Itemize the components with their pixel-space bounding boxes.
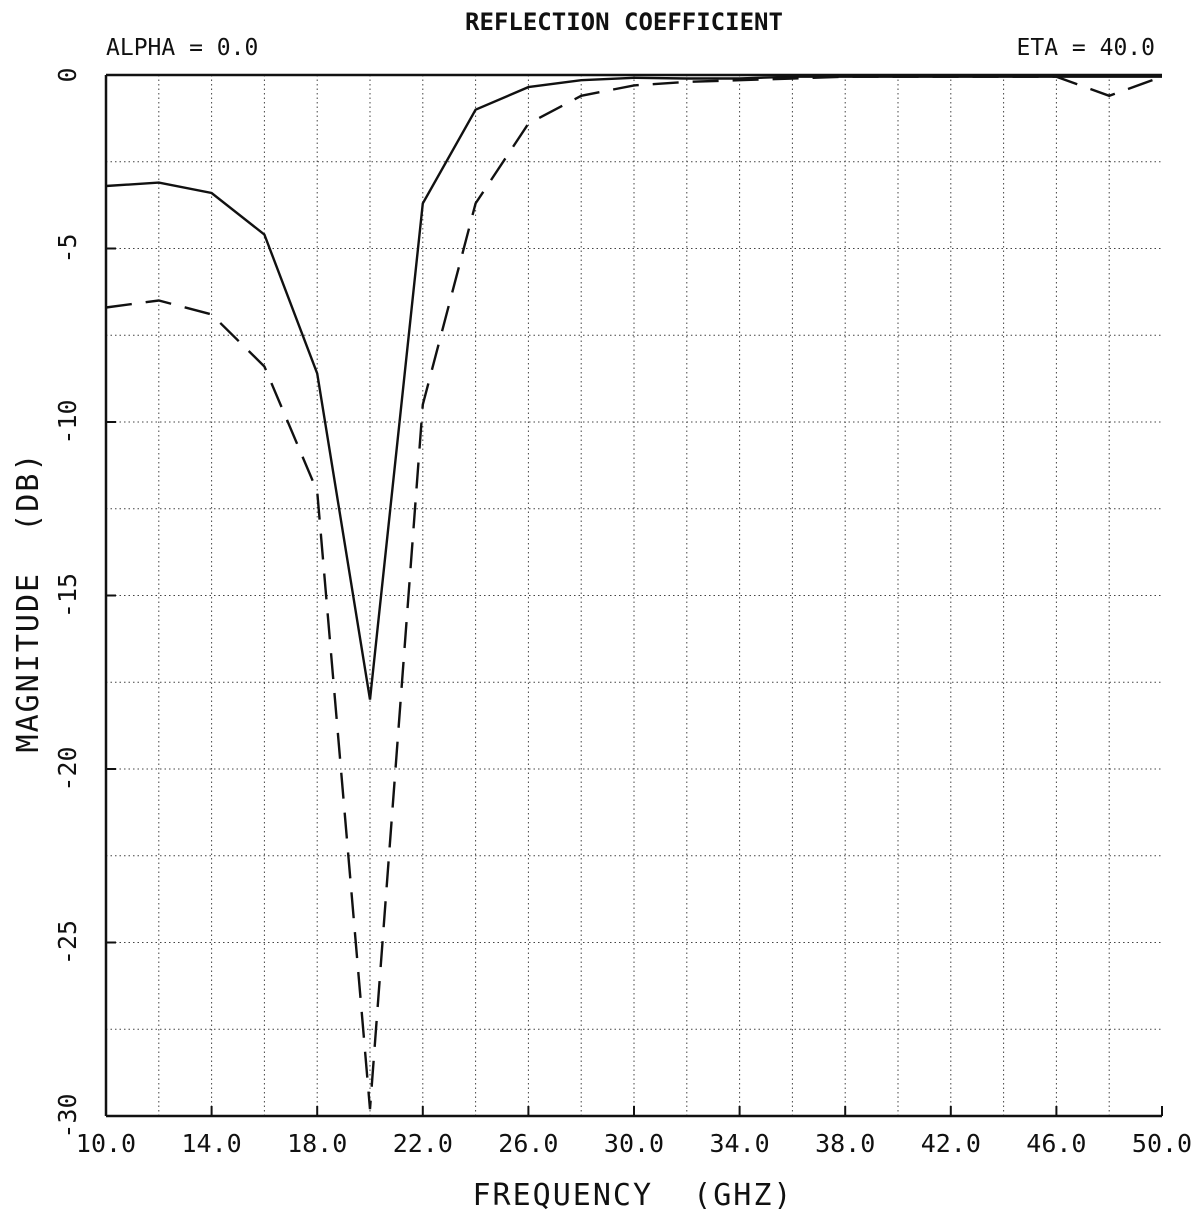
x-tick-label: 30.0 (604, 1129, 664, 1158)
x-tick-label: 46.0 (1026, 1129, 1086, 1158)
y-tick-label: -10 (53, 399, 82, 444)
alpha-note: ALPHA = 0.0 (106, 35, 258, 61)
x-tick-label: 42.0 (921, 1129, 981, 1158)
x-tick-label: 18.0 (287, 1129, 347, 1158)
grid (106, 75, 1162, 1116)
y-tick-label: 0 (53, 67, 82, 82)
dashed-series-line (105, 75, 1163, 1110)
x-axis-label: FREQUENCY (GHZ) (473, 1178, 794, 1213)
y-axis-label: MAGNITUDE (DB) (11, 452, 46, 753)
chart-title: REFLECTION COEFFICIENT (465, 8, 783, 36)
y-tick-label: -25 (53, 920, 82, 965)
y-tick-label: -15 (53, 573, 82, 618)
eta-note: ETA = 40.0 (1017, 35, 1155, 61)
axis-ticks: 10.0 14.0 18.0 22.0 26.0 30.0 34.0 38.0 42.0 46.0… (53, 67, 1191, 1158)
y-tick-label: -20 (53, 746, 82, 791)
x-tick-label: 34.0 (709, 1129, 769, 1158)
x-tick-label: 50.0 (1132, 1129, 1191, 1158)
x-tick-label: 26.0 (498, 1129, 558, 1158)
series-group (105, 75, 1163, 1110)
x-tick-label: 22.0 (393, 1129, 453, 1158)
x-tick-label: 38.0 (815, 1129, 875, 1158)
x-tick-label: 10.0 (76, 1129, 136, 1158)
y-tick-label: -5 (53, 233, 82, 263)
x-tick-label: 14.0 (181, 1129, 241, 1158)
y-tick-label: -30 (53, 1093, 82, 1138)
